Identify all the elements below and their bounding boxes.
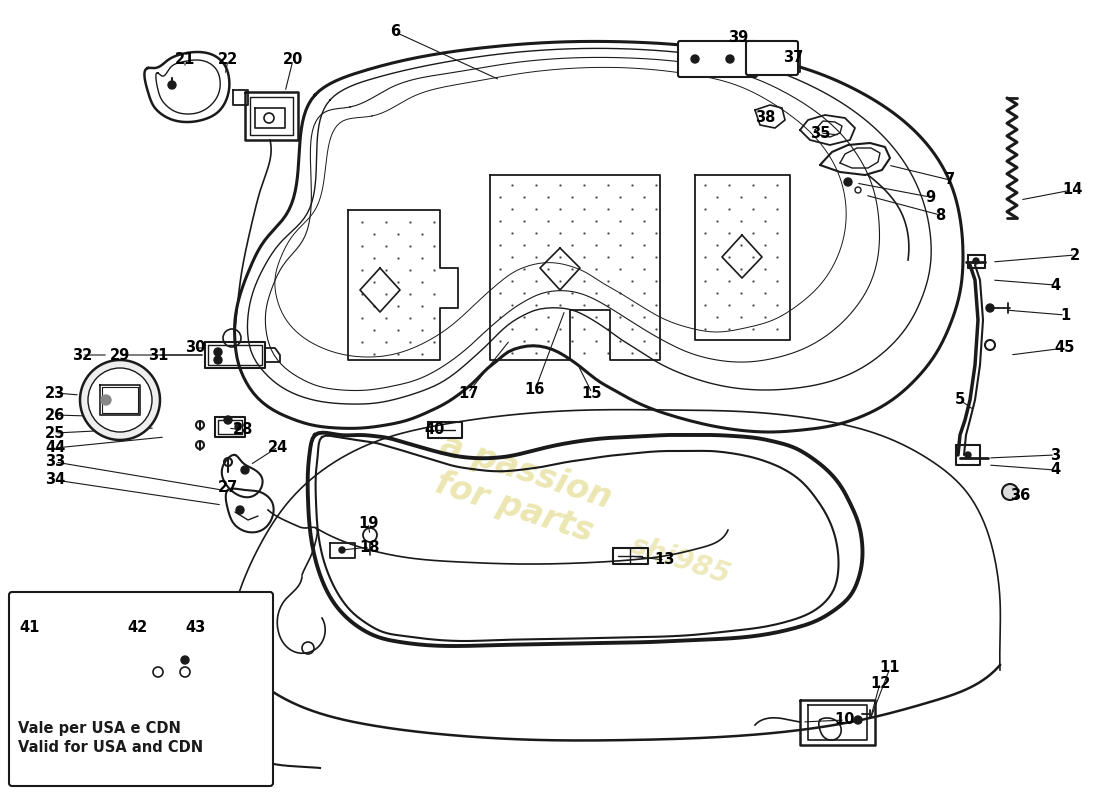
Text: 5: 5 [955, 393, 965, 407]
Circle shape [101, 395, 111, 405]
Circle shape [80, 360, 160, 440]
Text: 24: 24 [268, 439, 288, 454]
Circle shape [236, 506, 244, 514]
Circle shape [974, 258, 979, 264]
Text: 7: 7 [945, 173, 955, 187]
Text: 6: 6 [389, 25, 400, 39]
Text: 15: 15 [582, 386, 603, 401]
Text: 43: 43 [185, 621, 205, 635]
Text: 34: 34 [45, 473, 65, 487]
Polygon shape [138, 648, 205, 692]
Text: 39: 39 [728, 30, 748, 46]
Circle shape [339, 547, 345, 553]
Text: 12: 12 [870, 675, 890, 690]
Circle shape [854, 716, 862, 724]
Text: 20: 20 [283, 53, 304, 67]
Text: 11: 11 [880, 661, 900, 675]
Circle shape [844, 178, 852, 186]
Circle shape [168, 81, 176, 89]
Text: 40: 40 [425, 422, 446, 438]
Polygon shape [205, 342, 265, 368]
Polygon shape [330, 543, 355, 558]
Text: Valid for USA and CDN: Valid for USA and CDN [18, 741, 203, 755]
Text: 41: 41 [20, 621, 41, 635]
Text: 38: 38 [755, 110, 775, 126]
FancyBboxPatch shape [9, 592, 273, 786]
Circle shape [88, 368, 152, 432]
Polygon shape [265, 348, 280, 362]
Text: 3: 3 [1049, 447, 1060, 462]
Text: 17: 17 [458, 386, 478, 401]
Text: 4: 4 [1049, 462, 1060, 478]
Circle shape [214, 356, 222, 364]
Text: 25: 25 [45, 426, 65, 441]
Text: 14: 14 [1062, 182, 1082, 198]
Polygon shape [800, 700, 874, 745]
Polygon shape [613, 548, 648, 564]
Circle shape [214, 348, 222, 356]
Polygon shape [968, 255, 984, 268]
Circle shape [965, 452, 971, 458]
Circle shape [224, 416, 232, 424]
Text: Vale per USA e CDN: Vale per USA e CDN [18, 721, 180, 735]
Polygon shape [100, 385, 140, 415]
Text: 29: 29 [110, 347, 130, 362]
Text: 36: 36 [1010, 487, 1030, 502]
FancyBboxPatch shape [746, 41, 798, 75]
Circle shape [986, 304, 994, 312]
Circle shape [691, 55, 698, 63]
Polygon shape [956, 445, 980, 465]
Polygon shape [233, 90, 248, 105]
Text: 42: 42 [128, 621, 148, 635]
Text: 21: 21 [175, 53, 195, 67]
Circle shape [241, 466, 249, 474]
Polygon shape [214, 417, 245, 437]
Text: 45: 45 [1055, 341, 1075, 355]
Text: 2: 2 [1070, 247, 1080, 262]
Text: 31: 31 [147, 347, 168, 362]
Text: 28: 28 [233, 422, 253, 438]
Text: 4: 4 [1049, 278, 1060, 293]
Text: 27: 27 [218, 479, 238, 494]
Text: 44: 44 [45, 441, 65, 455]
Text: 35: 35 [810, 126, 830, 141]
Text: 10: 10 [835, 713, 856, 727]
Text: 1: 1 [1060, 307, 1070, 322]
Text: 16: 16 [525, 382, 546, 398]
Text: 18: 18 [360, 539, 381, 554]
Circle shape [235, 424, 241, 430]
Text: 22: 22 [218, 53, 238, 67]
Circle shape [1002, 484, 1018, 500]
Text: 19: 19 [358, 515, 378, 530]
Text: 8: 8 [935, 207, 945, 222]
Text: 33: 33 [45, 454, 65, 470]
Polygon shape [245, 92, 298, 140]
Text: 37: 37 [783, 50, 803, 65]
Circle shape [726, 55, 734, 63]
Polygon shape [428, 422, 462, 438]
Text: 26: 26 [45, 407, 65, 422]
FancyBboxPatch shape [678, 41, 757, 77]
Circle shape [182, 656, 189, 664]
Text: shi985: shi985 [627, 530, 734, 590]
Text: 30: 30 [185, 341, 206, 355]
Text: a passion
for parts: a passion for parts [425, 429, 616, 551]
Text: 32: 32 [72, 347, 92, 362]
Text: 23: 23 [45, 386, 65, 401]
Text: 9: 9 [925, 190, 935, 205]
Text: 13: 13 [654, 553, 675, 567]
